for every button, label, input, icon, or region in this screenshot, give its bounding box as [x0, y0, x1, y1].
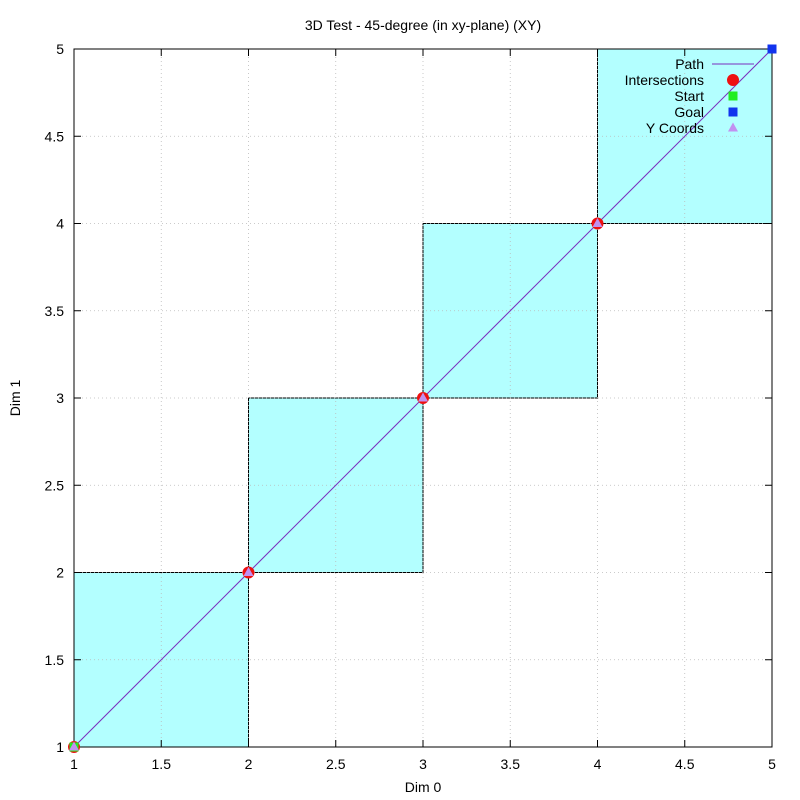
legend-y-coords-sample [728, 122, 738, 132]
series-y-coords-point [418, 392, 428, 402]
series [68, 44, 777, 753]
series-goal-point [767, 44, 777, 54]
x-tick-label: 5 [768, 756, 776, 772]
y-tick-label: 2.5 [45, 477, 65, 493]
legend-goal-sample [728, 107, 738, 117]
y-tick-label: 5 [56, 41, 64, 57]
axis-ticks: 1 1.5 2 2.5 3 3.5 4 4.5 5 1 1.5 2 2.5 3 3.5 4 4.5 5 [45, 41, 777, 772]
x-axis-title: Dim 0 [405, 779, 442, 795]
series-y-coords-point [592, 218, 603, 227]
legend-intersections-label: Intersections [625, 72, 704, 88]
legend-intersections-sample [727, 74, 739, 86]
x-tick-label: 4 [594, 756, 602, 772]
y-tick-label: 4 [56, 216, 64, 232]
y-axis-title: Dim 1 [7, 380, 23, 417]
y-tick-label: 2 [56, 565, 64, 581]
x-tick-label: 2.5 [326, 756, 346, 772]
x-tick-label: 3 [419, 756, 427, 772]
legend-path-label: Path [675, 56, 704, 72]
y-tick-label: 3 [56, 390, 64, 406]
x-tick-label: 3.5 [501, 756, 521, 772]
legend-goal-label: Goal [674, 104, 704, 120]
y-tick-label: 1.5 [45, 652, 65, 668]
y-tick-label: 3.5 [45, 303, 65, 319]
series-y-coords-point [243, 567, 254, 576]
x-tick-label: 4.5 [675, 756, 695, 772]
legend-start-label: Start [674, 88, 704, 104]
legend-y-coords-label: Y Coords [646, 120, 704, 136]
x-tick-label: 1 [70, 756, 78, 772]
chart-title: 3D Test - 45-degree (in xy-plane) (XY) [305, 17, 541, 33]
legend-start-sample [728, 91, 738, 101]
y-tick-label: 4.5 [45, 128, 65, 144]
series-y-coords-point [69, 741, 79, 751]
y-tick-label: 1 [56, 739, 64, 755]
x-tick-label: 2 [245, 756, 253, 772]
x-tick-label: 1.5 [152, 756, 172, 772]
